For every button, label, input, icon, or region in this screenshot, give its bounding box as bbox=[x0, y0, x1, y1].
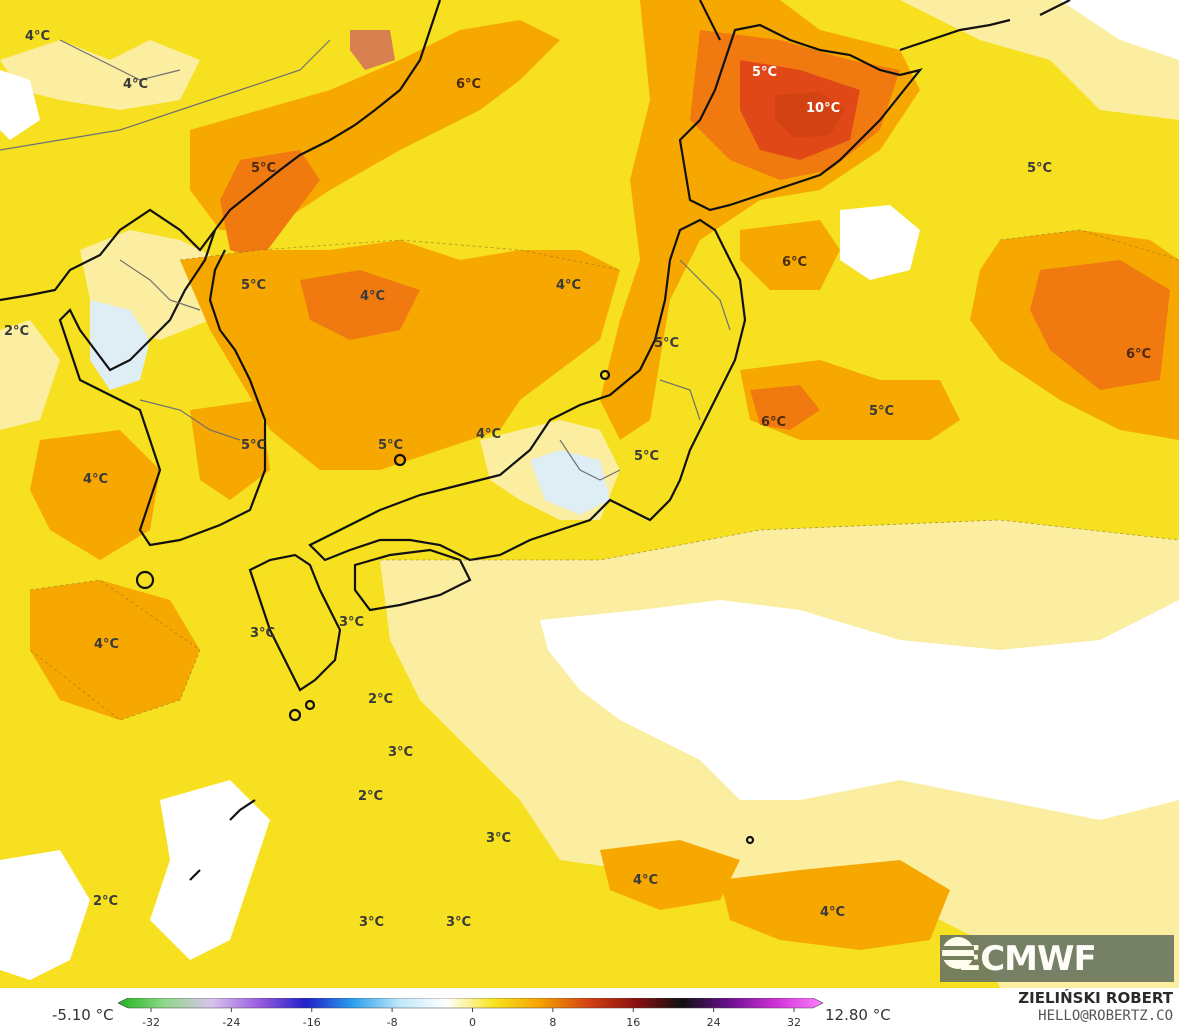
ecmwf-logo-icon bbox=[942, 937, 974, 969]
legend-max-value: 12.80 °C bbox=[825, 1006, 891, 1024]
coastlines bbox=[0, 0, 1071, 881]
colorbar-tick-label: 16 bbox=[626, 1016, 640, 1029]
temp-label: 6°C bbox=[782, 255, 807, 270]
temp-label: 5°C bbox=[378, 438, 403, 453]
temp-label: 3°C bbox=[359, 915, 384, 930]
colorbar-tick-label: -8 bbox=[387, 1016, 398, 1029]
temp-label: 5°C bbox=[869, 404, 894, 419]
colorbar-tick-label: -32 bbox=[142, 1016, 160, 1029]
temp-label: 4°C bbox=[94, 637, 119, 652]
temp-label: 5°C bbox=[241, 278, 266, 293]
temp-label: 6°C bbox=[456, 77, 481, 92]
temp-label: 4°C bbox=[123, 77, 148, 92]
ecmwf-logo-text: ECMWF bbox=[958, 938, 1097, 979]
ecmwf-logo: ECMWF bbox=[940, 935, 1174, 982]
temp-label: 5°C bbox=[634, 449, 659, 464]
temp-label: 5°C bbox=[251, 161, 276, 176]
temp-label: 2°C bbox=[93, 894, 118, 909]
colorbar-legend: -5.10 °C -32 -24 -16 -8 0 8 16 24 32 12.80 °C ZI… bbox=[0, 988, 1179, 1035]
temp-label: 2°C bbox=[368, 692, 393, 707]
temp-label: 4°C bbox=[476, 427, 501, 442]
temp-label: 5°C bbox=[654, 336, 679, 351]
temp-label: 3°C bbox=[388, 745, 413, 760]
temp-label: 2°C bbox=[4, 324, 29, 339]
cool-anomaly-areas bbox=[0, 0, 1179, 988]
temp-label: 3°C bbox=[446, 915, 471, 930]
temp-label: 3°C bbox=[339, 615, 364, 630]
contour-lines bbox=[29, 229, 1179, 721]
colorbar-tick-label: 32 bbox=[787, 1016, 801, 1029]
temp-label: 4°C bbox=[360, 289, 385, 304]
colorbar-gradient bbox=[118, 998, 824, 1009]
colorbar-ticks: -32 -24 -16 -8 0 8 16 24 32 bbox=[142, 1008, 801, 1029]
temp-label: 6°C bbox=[1126, 347, 1151, 362]
temp-label: 4°C bbox=[820, 905, 845, 920]
temp-label: 3°C bbox=[486, 831, 511, 846]
author-email: HELLO@ROBERTZ.CO bbox=[1038, 1008, 1173, 1024]
colorbar-tick-label: -16 bbox=[303, 1016, 321, 1029]
colorbar-tick-label: 24 bbox=[707, 1016, 721, 1029]
admin-borders bbox=[0, 39, 731, 481]
temp-label: 6°C bbox=[761, 415, 786, 430]
temp-label: 4°C bbox=[633, 873, 658, 888]
colorbar: -32 -24 -16 -8 0 8 16 24 32 bbox=[118, 998, 824, 1029]
temp-label: 5°C bbox=[752, 65, 777, 80]
warm-anomaly-areas bbox=[30, 0, 1179, 950]
temp-label: 5°C bbox=[1027, 161, 1052, 176]
colorbar-tick-label: 8 bbox=[549, 1016, 556, 1029]
temperature-labels: 4°C 4°C 6°C 5°C 10°C 5°C 5°C 4°C 4°C 6°C… bbox=[4, 29, 1151, 930]
colorbar-tick-label: -24 bbox=[222, 1016, 240, 1029]
temp-label: 3°C bbox=[250, 626, 275, 641]
temp-label: 4°C bbox=[25, 29, 50, 44]
temp-label: 5°C bbox=[241, 438, 266, 453]
author-name: ZIELIŃSKI ROBERT bbox=[1018, 989, 1173, 1007]
temperature-map: 4°C 4°C 6°C 5°C 10°C 5°C 5°C 4°C 4°C 6°C… bbox=[0, 0, 1179, 988]
map-canvas: 4°C 4°C 6°C 5°C 10°C 5°C 5°C 4°C 4°C 6°C… bbox=[0, 0, 1179, 988]
temp-label: 2°C bbox=[358, 789, 383, 804]
temp-label: 10°C bbox=[806, 101, 840, 116]
colorbar-tick-label: 0 bbox=[469, 1016, 476, 1029]
temp-label: 4°C bbox=[83, 472, 108, 487]
legend-min-value: -5.10 °C bbox=[52, 1006, 114, 1024]
temp-label: 4°C bbox=[556, 278, 581, 293]
